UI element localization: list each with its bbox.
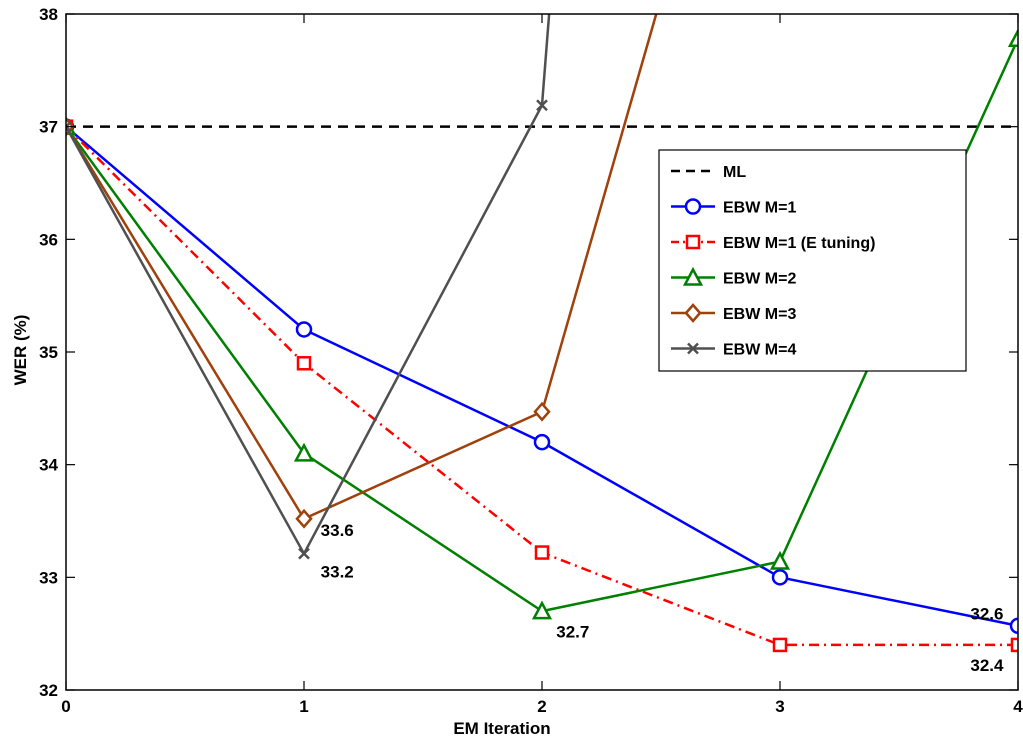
legend-entry: EBW M=1 [671,198,796,217]
y-tick-label: 33 [39,568,58,587]
data-point [293,442,315,462]
y-tick-label: 36 [39,230,58,249]
data-point [1007,28,1018,48]
data-label: 32.4 [970,656,1004,675]
data-point [771,569,789,586]
x-axis-title: EM Iteration [453,719,550,738]
legend-entry: EBW M=1 (E tuning) [671,234,875,252]
series-line [66,14,658,520]
legend-label: EBW M=4 [723,342,796,359]
legend-entry: ML [671,164,746,181]
y-tick-label: 37 [39,118,58,137]
legend [658,149,967,372]
legend-label: EBW M=2 [723,271,796,288]
data-label: 32.7 [556,622,589,641]
x-tick-label: 1 [299,697,308,716]
data-point [1010,637,1018,653]
data-point [534,545,550,560]
series-line [66,14,551,555]
data-point [1009,617,1018,635]
x-tick-label: 4 [1013,697,1023,716]
y-tick-label: 35 [39,343,58,362]
data-point [536,99,548,112]
data-label: 33.2 [321,563,354,582]
x-tick-label: 0 [61,697,70,716]
data-point [296,356,312,371]
y-tick-label: 32 [39,681,58,700]
y-tick-label: 34 [39,456,58,475]
series-2 [66,119,1018,653]
x-tick-label: 2 [537,697,546,716]
data-point [533,401,551,422]
data-label: 32.6 [970,604,1003,623]
data-point [295,508,313,529]
data-point [66,120,72,133]
legend-marker [684,303,702,323]
legend-label: ML [723,164,746,181]
legend-label: EBW M=1 (E tuning) [723,235,875,252]
data-label: 33.6 [321,521,354,540]
data-point [772,637,788,653]
legend-marker [682,266,704,286]
data-point [298,547,310,560]
data-point [295,321,313,338]
legend-marker [684,198,702,215]
y-tick-label: 38 [39,5,58,24]
data-point [531,600,553,620]
data-point [769,550,791,570]
legend-label: EBW M=3 [723,306,796,323]
legend-entry: EBW M=4 [671,342,796,359]
x-tick-label: 3 [775,697,784,716]
y-axis-title: WER (%) [11,315,30,386]
data-point [533,433,551,451]
legend-marker [685,234,701,250]
series-5 [66,14,551,560]
legend-label: EBW M=1 [723,200,796,217]
legend-marker [687,342,699,355]
legend-entry: EBW M=3 [671,303,796,323]
legend-entry: EBW M=2 [671,266,796,288]
